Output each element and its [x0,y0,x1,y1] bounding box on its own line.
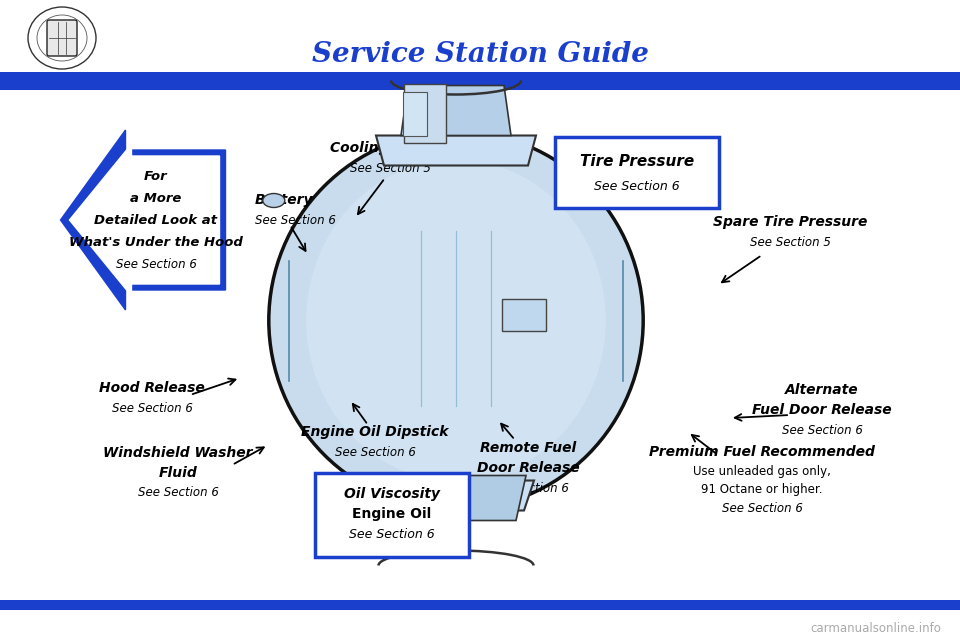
Text: See Section 6: See Section 6 [722,501,803,515]
FancyBboxPatch shape [555,137,719,208]
Text: See Section 6: See Section 6 [137,487,219,499]
Text: See Section 6: See Section 6 [335,445,416,458]
Polygon shape [69,144,220,296]
Text: Engine Oil Dipstick: Engine Oil Dipstick [301,425,448,439]
Text: Spare Tire Pressure: Spare Tire Pressure [713,215,867,229]
Text: Cooling System: Cooling System [329,141,450,155]
Text: See Section 6: See Section 6 [488,481,568,494]
Text: a More: a More [131,192,181,204]
Text: See Section 6: See Section 6 [349,528,435,540]
Text: What's Under the Hood: What's Under the Hood [69,235,243,249]
Text: Engine Oil: Engine Oil [352,507,432,521]
Text: Service Station Guide: Service Station Guide [312,42,648,69]
Ellipse shape [269,131,643,510]
Polygon shape [401,85,511,135]
Text: carmanualsonline.info: carmanualsonline.info [810,622,941,635]
Text: See Section 6: See Section 6 [111,401,192,415]
FancyBboxPatch shape [47,20,77,56]
Text: Hood Release: Hood Release [99,381,204,395]
Bar [0,72,960,90]
Ellipse shape [263,194,285,208]
Text: Oil Viscosity: Oil Viscosity [344,487,440,501]
Text: Fluid: Fluid [158,466,198,480]
Text: Windshield Washer: Windshield Washer [104,446,252,460]
Polygon shape [60,130,226,310]
Text: Alternate: Alternate [785,383,859,397]
Polygon shape [386,476,526,520]
FancyBboxPatch shape [502,299,546,331]
Polygon shape [378,481,534,510]
FancyBboxPatch shape [403,92,427,135]
Text: Battery: Battery [255,193,314,207]
Text: See Section 5: See Section 5 [750,235,830,249]
Text: Remote Fuel: Remote Fuel [480,441,576,455]
FancyBboxPatch shape [315,473,469,557]
Text: See Section 6: See Section 6 [115,258,197,271]
Text: See Section 6: See Section 6 [594,179,680,192]
Bar [0,600,960,610]
FancyBboxPatch shape [404,83,446,142]
Ellipse shape [627,194,649,208]
Ellipse shape [306,160,606,481]
Text: See Section 5: See Section 5 [349,162,430,174]
Text: For: For [144,169,168,183]
Text: Tire Pressure: Tire Pressure [580,154,694,169]
Text: See Section 6: See Section 6 [781,424,862,437]
Text: Detailed Look at: Detailed Look at [94,213,218,226]
Text: 91 Octane or higher.: 91 Octane or higher. [701,483,823,497]
Text: Use unleaded gas only,: Use unleaded gas only, [693,465,831,478]
Polygon shape [376,135,536,165]
Text: Premium Fuel Recommended: Premium Fuel Recommended [649,445,875,459]
Text: See Section 6: See Section 6 [255,213,336,226]
Text: Fuel Door Release: Fuel Door Release [753,403,892,417]
Text: Door Release: Door Release [477,461,579,475]
